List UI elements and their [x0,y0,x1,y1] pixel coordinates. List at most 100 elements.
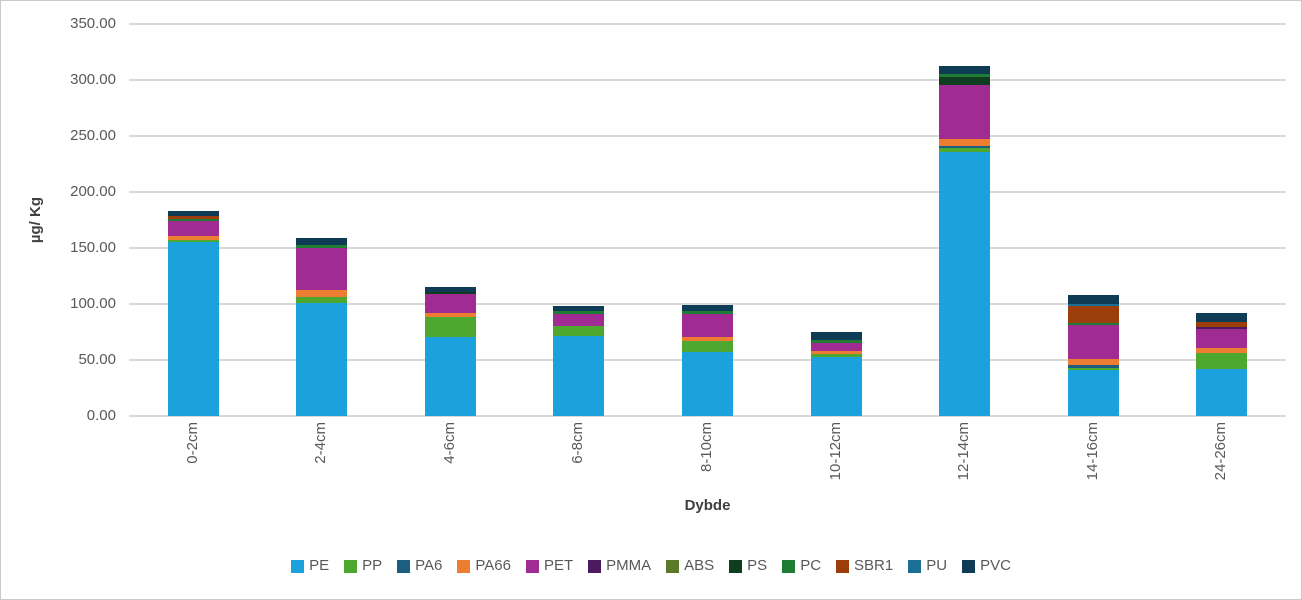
bar-segment-PA66[interactable] [424,312,476,317]
bar-segment-PA66[interactable] [810,350,862,355]
x-label-cell: 4-6cm [386,422,515,500]
gridline [129,23,1286,25]
x-label-cell: 2-4cm [258,422,387,500]
bar-segment-PP[interactable] [553,325,605,336]
bar-segment-PC[interactable] [1067,322,1119,325]
bar-segment-PE[interactable] [553,335,605,416]
bar-segment-PET[interactable] [1067,324,1119,359]
bar-segment-PVC[interactable] [939,65,991,75]
bar-segment-PE[interactable] [939,151,991,416]
bar-segment-PC[interactable] [939,74,991,77]
bar-segment-PP[interactable] [810,354,862,358]
legend-label: PA6 [415,557,443,574]
bar-segment-PVC[interactable] [1067,295,1119,305]
legend-item-PA6[interactable]: PA6 [397,557,442,575]
legend-item-PA66[interactable]: PA66 [457,557,511,575]
stacked-bar-0-2cm[interactable] [167,210,219,416]
bar-segment-PS[interactable] [424,292,476,294]
bar-segment-PET[interactable] [1196,328,1248,348]
bar-segment-PC[interactable] [167,218,219,222]
bar-slot [386,24,515,416]
bar-segment-PET[interactable] [296,248,348,291]
bar-segment-SBR1[interactable] [167,215,219,219]
legend-item-PVC[interactable]: PVC [962,557,1011,575]
legend-item-PMMA[interactable]: PMMA [588,557,651,575]
legend-item-PET[interactable]: PET [525,557,573,575]
gridline [129,415,1286,417]
stacked-bar-6-8cm[interactable] [553,306,605,416]
bar-segment-PMMA[interactable] [1196,327,1248,329]
bar-segment-PVC[interactable] [810,332,862,340]
bar-segment-PA6[interactable] [939,145,991,148]
bar-segment-PE[interactable] [167,242,219,416]
bar-segment-PE[interactable] [1196,368,1248,416]
y-tick-label: 300.00 [70,71,116,88]
bar-segment-PE[interactable] [1067,370,1119,416]
bar-segment-PET[interactable] [424,293,476,313]
stacked-bar-12-14cm[interactable] [939,65,991,416]
bar-segment-PP[interactable] [296,296,348,303]
bar-segment-PC[interactable] [682,311,734,315]
stacked-bar-8-10cm[interactable] [682,305,734,416]
bar-segment-PA6[interactable] [1067,365,1119,368]
bar-segment-PA66[interactable] [296,290,348,297]
bar-segment-PC[interactable] [553,311,605,315]
legend-item-PS[interactable]: PS [729,557,767,575]
bar-segment-PVC[interactable] [682,305,734,312]
bar-segment-PP[interactable] [1067,367,1119,371]
y-axis-title: µg/ Kg [27,196,44,244]
bar-segment-SBR1[interactable] [1196,321,1248,327]
gridline [129,135,1286,137]
bar-segment-SBR1[interactable] [1067,306,1119,323]
stacked-bar-10-12cm[interactable] [810,332,862,416]
legend-label: SBR1 [854,557,894,574]
legend-swatch-icon [457,559,471,573]
legend-item-ABS[interactable]: ABS [666,557,714,575]
bar-segment-PP[interactable] [167,240,219,243]
bar-segment-PP[interactable] [682,340,734,353]
bar-segment-PP[interactable] [939,147,991,152]
legend-item-PU[interactable]: PU [908,557,947,575]
stacked-bar-2-4cm[interactable] [296,237,348,416]
legend-swatch-icon [397,559,411,573]
bar-segment-PA66[interactable] [682,337,734,341]
bar-segment-PET[interactable] [167,221,219,236]
legend-item-PP[interactable]: PP [344,557,382,575]
legend-item-SBR1[interactable]: SBR1 [836,557,893,575]
bar-segment-PC[interactable] [810,339,862,343]
bar-segment-PA66[interactable] [1067,358,1119,366]
legend-label: PC [800,557,822,574]
stacked-bar-4-6cm[interactable] [424,287,476,416]
bar-segment-PVC[interactable] [167,210,219,216]
bar-segment-PA66[interactable] [939,139,991,146]
bar-segment-PVC[interactable] [1196,313,1248,322]
bar-segment-PS[interactable] [939,76,991,85]
bar-segment-PE[interactable] [682,352,734,416]
y-tick-label: 0.00 [86,407,116,424]
bar-segment-PE[interactable] [424,337,476,416]
legend-item-PE[interactable]: PE [291,557,329,575]
bar-segment-PET[interactable] [682,314,734,338]
legend-item-PC[interactable]: PC [782,557,821,575]
bar-segment-PA66[interactable] [1196,347,1248,353]
bar-segment-PP[interactable] [1196,352,1248,369]
bar-segment-PA66[interactable] [167,235,219,241]
bar-segment-PVC[interactable] [553,306,605,312]
bar-segment-PVC[interactable] [424,287,476,293]
bar-segment-PET[interactable] [939,84,991,140]
x-axis-title: Dybde [684,497,731,514]
legend-swatch-icon [729,559,743,573]
bar-segment-PC[interactable] [296,245,348,249]
bar-segment-PE[interactable] [296,302,348,416]
legend-swatch-icon [666,559,680,573]
bar-segment-PE[interactable] [810,357,862,416]
bar-segment-PVC[interactable] [296,237,348,246]
bar-segment-PET[interactable] [553,314,605,326]
bar-segment-PU[interactable] [1067,304,1119,307]
bar-slot [515,24,644,416]
bar-segment-PP[interactable] [424,316,476,338]
bar-segment-PET[interactable] [810,342,862,351]
stacked-bar-24-26cm[interactable] [1196,313,1248,416]
stacked-bar-14-16cm[interactable] [1067,295,1119,416]
